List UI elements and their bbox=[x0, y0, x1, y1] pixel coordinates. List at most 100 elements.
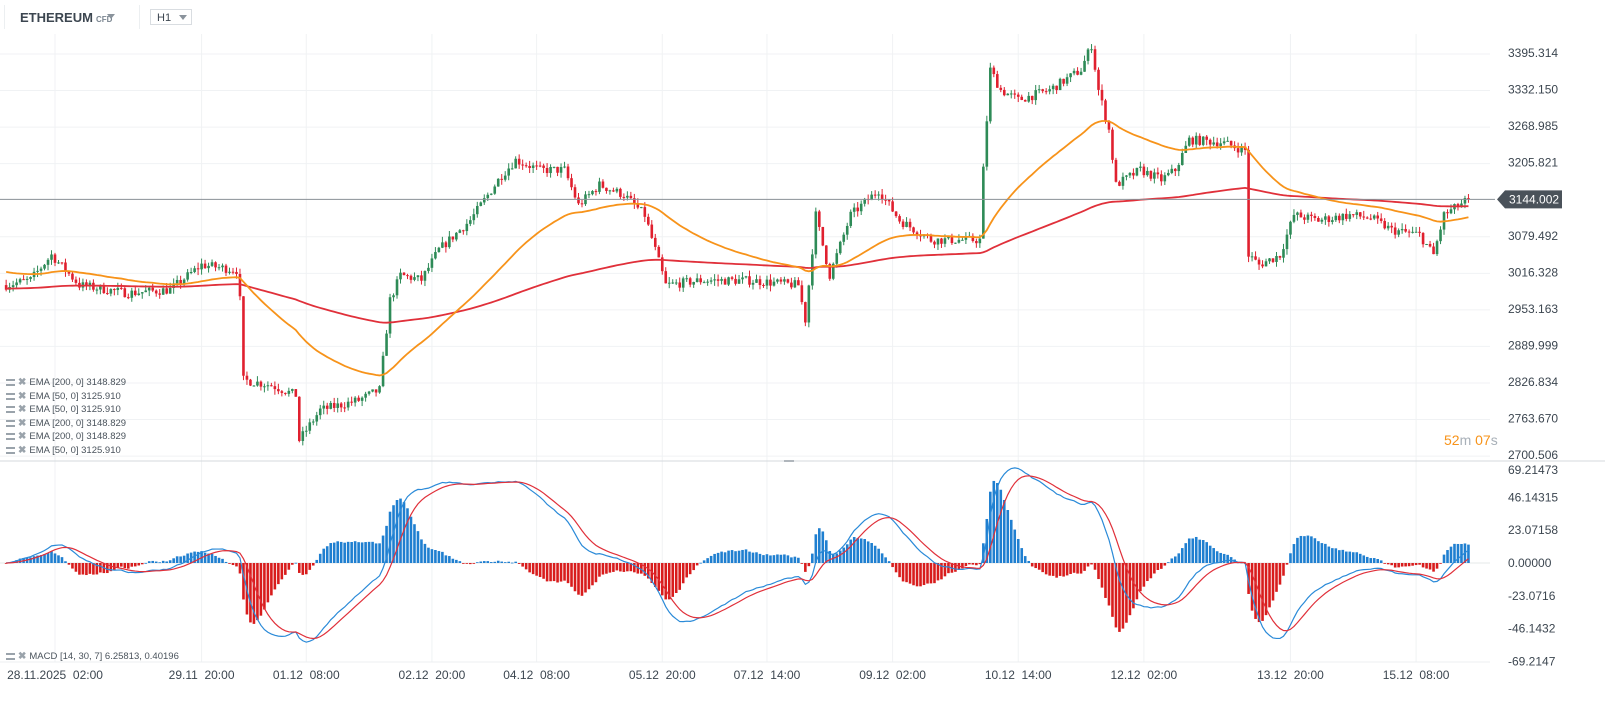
candle-body bbox=[46, 259, 50, 265]
close-icon[interactable]: ✖ bbox=[18, 444, 27, 456]
macd-histogram-bar bbox=[1456, 543, 1460, 563]
candle-body bbox=[277, 389, 280, 392]
candle-body bbox=[493, 186, 497, 194]
symbol-dropdown-icon[interactable] bbox=[107, 14, 115, 19]
candle-body bbox=[1411, 231, 1414, 233]
macd-legend[interactable]: ✖ MACD [14, 30, 7] 6.25813, 0.40196 bbox=[6, 650, 179, 663]
candle-body bbox=[1156, 172, 1160, 175]
candle-body bbox=[622, 196, 626, 198]
symbol-selector[interactable]: ETHEREUM CFD bbox=[20, 10, 112, 25]
macd-histogram-bar bbox=[626, 563, 629, 572]
price-tick-label: 2700.506 bbox=[1508, 448, 1558, 462]
macd-histogram-bar bbox=[866, 541, 870, 563]
macd-histogram-bar bbox=[231, 563, 235, 566]
macd-histogram-bar bbox=[203, 552, 207, 563]
macd-histogram-bar bbox=[1114, 563, 1118, 628]
close-icon[interactable]: ✖ bbox=[18, 404, 27, 415]
macd-histogram-bar bbox=[748, 551, 751, 563]
candle-body bbox=[737, 279, 741, 284]
menu-icon[interactable] bbox=[6, 379, 15, 386]
macd-histogram-bar bbox=[1030, 563, 1034, 567]
candle-body bbox=[165, 288, 168, 294]
macd-histogram-bar bbox=[1418, 563, 1421, 565]
legend-item[interactable]: ✖ EMA [200, 0] 3148.829 bbox=[6, 417, 126, 430]
macd-histogram-bar bbox=[1226, 554, 1229, 563]
macd-histogram-bar bbox=[751, 552, 755, 563]
macd-histogram-bar bbox=[1128, 563, 1132, 616]
macd-histogram-bar bbox=[919, 563, 922, 587]
close-icon[interactable]: ✖ bbox=[18, 651, 27, 662]
macd-histogram-bar bbox=[217, 557, 221, 563]
macd-histogram-bar bbox=[367, 541, 371, 563]
macd-histogram-bar bbox=[437, 551, 441, 563]
macd-histogram-bar bbox=[1355, 552, 1359, 563]
macd-histogram-bar bbox=[280, 563, 284, 580]
close-icon[interactable]: ✖ bbox=[18, 431, 27, 442]
macd-histogram-bar bbox=[479, 561, 483, 563]
legend-item[interactable]: ✖ EMA [200, 0] 3148.829 bbox=[6, 376, 126, 389]
legend-text: EMA [50, 0] 3125.910 bbox=[29, 404, 121, 415]
candle-body bbox=[378, 386, 381, 393]
menu-icon[interactable] bbox=[6, 433, 15, 440]
candle-body bbox=[1334, 215, 1338, 221]
macd-histogram-bar bbox=[584, 563, 587, 593]
candle-body bbox=[758, 279, 762, 286]
macd-legend-text: MACD [14, 30, 7] 6.25813, 0.40196 bbox=[29, 651, 179, 662]
macd-histogram-bar bbox=[1097, 563, 1100, 580]
macd-histogram-bar bbox=[1411, 563, 1414, 566]
close-icon[interactable]: ✖ bbox=[18, 390, 27, 402]
close-icon[interactable]: ✖ bbox=[18, 417, 27, 429]
candle-body bbox=[133, 290, 137, 296]
macd-histogram-bar bbox=[388, 511, 392, 563]
macd-histogram-bar bbox=[1345, 551, 1348, 563]
legend-item[interactable]: ✖ EMA [50, 0] 3125.910 bbox=[6, 403, 121, 416]
macd-histogram-bar bbox=[783, 554, 786, 563]
macd-histogram-bar bbox=[786, 555, 790, 563]
menu-icon[interactable] bbox=[6, 653, 15, 660]
menu-icon[interactable] bbox=[6, 392, 15, 400]
candle-body bbox=[1076, 70, 1079, 75]
macd-histogram-bar bbox=[67, 563, 71, 565]
legend-item[interactable]: ✖ EMA [200, 0] 3148.829 bbox=[6, 430, 126, 443]
macd-histogram-bar bbox=[482, 561, 486, 563]
candle-body bbox=[126, 297, 130, 299]
macd-histogram-bar bbox=[873, 545, 877, 563]
menu-icon[interactable] bbox=[6, 446, 15, 454]
close-icon[interactable]: ✖ bbox=[18, 377, 27, 388]
candle-body bbox=[1425, 243, 1428, 245]
macd-histogram-bar bbox=[898, 563, 901, 578]
candle-body bbox=[1327, 216, 1331, 222]
macd-histogram-bar bbox=[964, 563, 968, 567]
menu-icon[interactable] bbox=[6, 406, 15, 413]
price-tick-label: 3205.821 bbox=[1508, 156, 1558, 170]
macd-histogram-bar bbox=[182, 555, 186, 563]
menu-icon[interactable] bbox=[6, 419, 15, 427]
candle-body bbox=[845, 225, 849, 235]
macd-histogram-bar bbox=[1107, 563, 1111, 606]
macd-histogram-bar bbox=[1044, 563, 1048, 575]
legend-item[interactable]: ✖ EMA [50, 0] 3125.910 bbox=[6, 390, 121, 403]
candle-body bbox=[1460, 203, 1463, 208]
candle-body bbox=[1212, 142, 1215, 145]
candle-body bbox=[18, 279, 22, 283]
macd-histogram-bar bbox=[1264, 563, 1268, 616]
candle-body bbox=[1285, 234, 1289, 250]
macd-histogram-bar bbox=[622, 563, 626, 572]
macd-histogram-bar bbox=[1334, 548, 1338, 563]
macd-histogram-bar bbox=[322, 548, 326, 563]
candle-body bbox=[741, 277, 744, 280]
candle-body bbox=[765, 279, 769, 286]
macd-histogram-bar bbox=[1313, 538, 1317, 563]
macd-tick-label: -23.0716 bbox=[1508, 589, 1556, 603]
candle-body bbox=[1100, 89, 1104, 101]
candles bbox=[4, 44, 1470, 446]
candle-body bbox=[783, 279, 786, 282]
candle-body bbox=[601, 181, 605, 188]
candle-body bbox=[1058, 78, 1062, 91]
macd-histogram-bar bbox=[1303, 536, 1306, 563]
legend-item[interactable]: ✖ EMA [50, 0] 3125.910 bbox=[6, 444, 121, 457]
timeframe-select[interactable]: H1 bbox=[150, 9, 192, 25]
macd-histogram-bar bbox=[706, 558, 709, 563]
macd-histogram-bar bbox=[416, 531, 420, 563]
